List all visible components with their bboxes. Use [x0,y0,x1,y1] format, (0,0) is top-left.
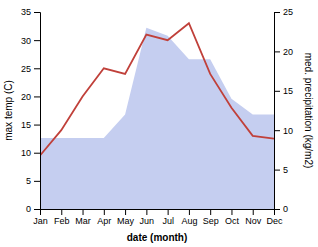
tick-label: 10 [21,148,31,158]
tick-mark [125,209,126,215]
chart: JanFebMarAprMayJunJulAugSepOctNovDec0510… [0,0,318,247]
tick: Feb [54,209,70,226]
tick: 25 [21,64,40,74]
marks [40,23,274,209]
tick: 20 [21,92,40,102]
tick-mark [274,130,280,131]
tick-mark [104,209,105,215]
tick: Jun [140,209,155,226]
tick: 5 [26,176,40,186]
axis: Jan Feb Mar Apr May Jun Jul Aug Sep Oct Nov Dec [33,209,283,226]
tick: 35 [21,7,40,17]
tick-label: Apr [97,216,111,226]
tick: 15 [274,86,293,96]
tick: 30 [21,36,40,46]
tick: 20 [274,47,293,57]
tick-mark [274,170,280,171]
tick-mark [34,12,40,13]
tick: Oct [225,209,240,226]
tick-label: 10 [283,126,293,136]
tick: Jan [33,209,48,226]
tick-label: 35 [21,7,31,17]
tick-label: Aug [181,216,197,226]
tick: Jul [162,209,174,226]
tick-label: 0 [283,204,288,214]
tick-label: 30 [21,36,31,46]
axis-line [34,13,41,210]
tick-mark [189,209,190,215]
tick-label: Sep [203,216,219,226]
tick-mark [274,51,280,52]
tick-label: May [117,216,135,226]
tick-mark [146,209,147,215]
plot: JanFebMarAprMayJunJulAugSepOctNovDec0510… [21,7,293,226]
tick-mark [231,209,232,215]
tick: Aug [181,209,197,226]
tick-mark [168,209,169,215]
tick-mark [34,181,40,182]
tick: 0 [274,204,288,214]
tick: Dec [266,209,283,226]
tick: Sep [203,209,219,226]
tick-mark [253,209,254,215]
axis-line [41,210,275,216]
tick-mark [274,209,280,210]
tick-mark [274,91,280,92]
tick-mark [34,153,40,154]
tick: 0 [26,204,40,214]
tick-label: 25 [283,7,293,17]
tick: 15 [21,120,40,130]
tick-mark [34,68,40,69]
tick-mark [274,12,280,13]
axis: 0 5 10 15 20 25 30 35 [21,7,41,214]
tick-label: 5 [283,165,288,175]
tick-label: 15 [283,86,293,96]
tick-mark [34,96,40,97]
tick-label: 5 [26,176,31,186]
tick-mark [61,209,62,215]
tick-label: Nov [245,216,262,226]
tick-mark [83,209,84,215]
tick: Apr [97,209,111,226]
axis-line [275,13,281,210]
tick-label: Jun [140,216,155,226]
tick-mark [34,209,40,210]
tick-label: 0 [26,204,31,214]
tick-label: 20 [283,47,293,57]
tick-label: Feb [54,216,70,226]
tick: 25 [274,7,293,17]
tick: May [117,209,135,226]
tick-mark [210,209,211,215]
tick-mark [34,125,40,126]
tick-label: Mar [75,216,91,226]
axis: 0 5 10 15 20 25 [274,7,293,214]
tick-label: Oct [225,216,240,226]
tick-label: 25 [21,64,31,74]
tick: 5 [274,165,288,175]
tick-mark [34,40,40,41]
tick: Mar [75,209,91,226]
tick-label: 20 [21,92,31,102]
line [40,23,274,155]
tick-label: Jan [33,216,48,226]
y-axis-title: max temp (C) [3,80,14,141]
tick: Nov [245,209,262,226]
tick-label: 15 [21,120,31,130]
tick: 10 [21,148,40,158]
tick-label: Dec [266,216,283,226]
tick-label: Jul [162,216,174,226]
x-axis-title: date (month) [127,232,188,243]
y2-axis-title: med. precipitation (kg/m2) [303,53,314,169]
tick: 10 [274,126,293,136]
